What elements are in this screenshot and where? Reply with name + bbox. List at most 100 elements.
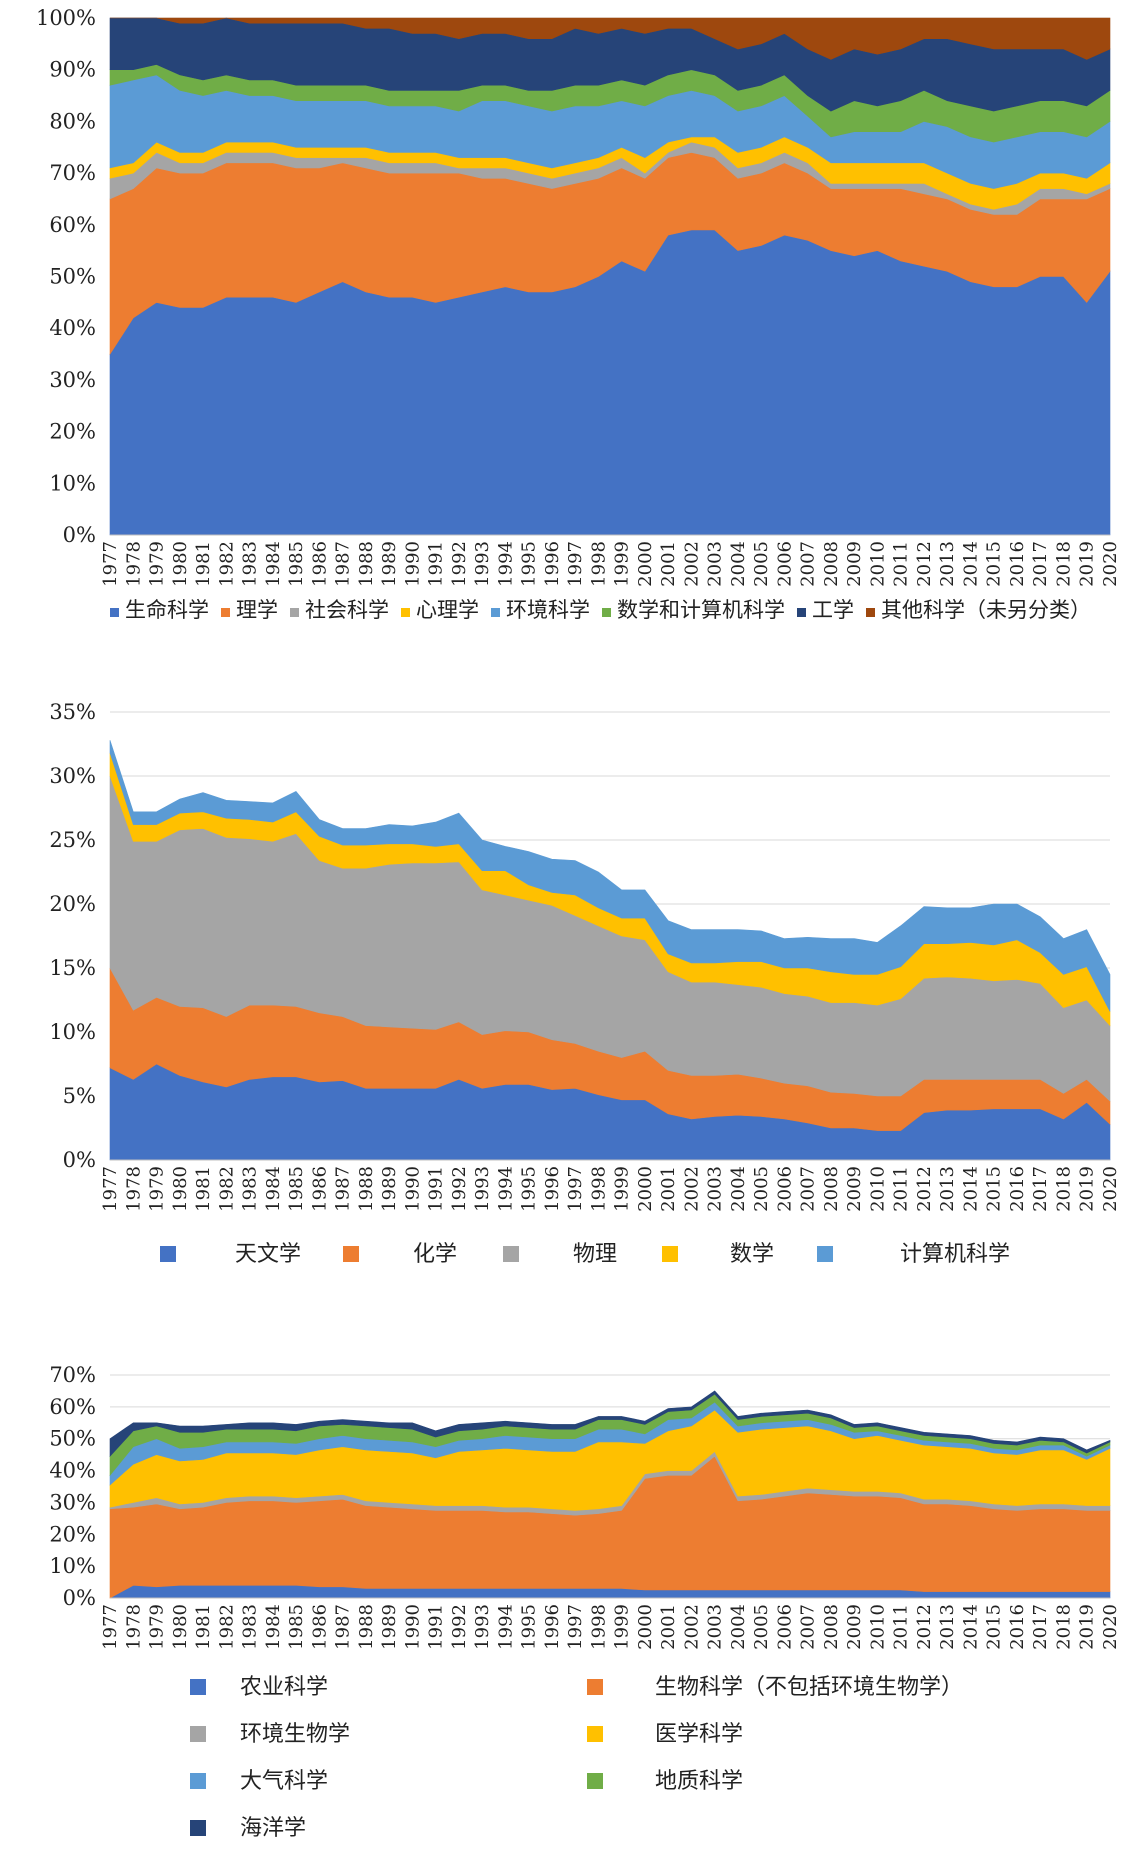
legend-swatch	[662, 1246, 678, 1262]
x-tick-label: 2008	[821, 1166, 842, 1212]
legend-label: 天文学	[235, 1242, 301, 1267]
x-tick-label: 1995	[519, 1604, 540, 1650]
x-tick-label: 2005	[751, 1166, 772, 1212]
legend-swatch	[866, 608, 875, 617]
x-tick-label: 2019	[1077, 541, 1098, 587]
x-tick-label: 1981	[193, 1166, 214, 1212]
y-tick-label: 0%	[63, 1148, 96, 1172]
y-tick-label: 10%	[49, 1554, 96, 1578]
x-tick-label: 1991	[426, 1166, 447, 1212]
x-tick-label: 1985	[286, 1166, 307, 1212]
x-tick-label: 1987	[333, 1604, 354, 1650]
legend-swatch	[290, 608, 299, 617]
x-tick-label: 2010	[867, 1166, 888, 1212]
x-tick-label: 2014	[960, 1604, 981, 1650]
x-tick-label: 2013	[937, 541, 958, 587]
x-tick-label: 2015	[984, 541, 1005, 587]
x-tick-label: 1980	[170, 1604, 191, 1650]
x-tick-label: 1978	[123, 1166, 144, 1212]
y-tick-label: 5%	[63, 1084, 96, 1108]
x-tick-label: 2004	[728, 1604, 749, 1650]
x-tick-label: 1992	[449, 541, 470, 587]
x-tick-label: 2016	[1007, 1604, 1028, 1650]
legend-label: 数学	[730, 1242, 774, 1267]
y-tick-label: 0%	[63, 523, 96, 547]
x-tick-label: 1981	[193, 1604, 214, 1650]
x-tick-label: 1983	[240, 1604, 261, 1650]
y-tick-label: 70%	[49, 1363, 96, 1387]
x-tick-label: 1977	[100, 1604, 121, 1650]
x-tick-label: 1982	[216, 1604, 237, 1650]
x-tick-label: 1998	[588, 1604, 609, 1650]
legend-label: 环境科学	[506, 598, 590, 622]
x-tick-label: 1994	[495, 541, 516, 587]
legend-label: 医学科学	[655, 1722, 743, 1747]
legend-swatch	[221, 608, 230, 617]
x-tick-label: 1999	[612, 541, 633, 587]
area-series	[109, 1390, 1111, 1457]
x-tick-label: 1988	[356, 1166, 377, 1212]
x-tick-label: 2018	[1053, 1604, 1074, 1650]
x-tick-label: 1987	[333, 541, 354, 587]
x-tick-label: 1986	[309, 541, 330, 587]
x-tick-label: 2014	[960, 1166, 981, 1212]
x-tick-label: 1991	[426, 1604, 447, 1650]
physical-sciences-chart: 0%5%10%15%20%25%30%35%1977 1978 1979 1980 19…	[49, 700, 1121, 1267]
share-by-field-chart: 0%10%20%30%40%50%60%70%80%90%100%1977 197…	[36, 6, 1121, 622]
legend-swatch	[190, 1773, 206, 1789]
x-tick-label: 1996	[542, 541, 563, 587]
y-tick-label: 20%	[49, 420, 96, 444]
legend-label: 海洋学	[240, 1816, 306, 1841]
x-tick-label: 1982	[216, 541, 237, 587]
y-tick-label: 35%	[49, 700, 96, 724]
x-tick-label: 2012	[914, 541, 935, 587]
x-tick-label: 1993	[472, 1166, 493, 1212]
x-tick-label: 2020	[1100, 541, 1121, 587]
x-tick-label: 1997	[565, 541, 586, 587]
y-tick-label: 40%	[49, 1459, 96, 1483]
area-series	[110, 17, 1111, 60]
y-tick-label: 20%	[49, 892, 96, 916]
x-tick-label: 2001	[658, 541, 679, 587]
legend-label: 生物科学（不包括环境生物学）	[655, 1675, 963, 1700]
x-tick-label: 1989	[379, 541, 400, 587]
x-tick-label: 1988	[356, 541, 377, 587]
x-tick-label: 1989	[379, 1166, 400, 1212]
legend-swatch	[401, 608, 410, 617]
y-tick-label: 25%	[49, 828, 96, 852]
x-tick-label: 1995	[519, 541, 540, 587]
y-tick-label: 15%	[49, 956, 96, 980]
y-tick-label: 60%	[49, 1395, 96, 1419]
x-tick-label: 1982	[216, 1166, 237, 1212]
x-tick-label: 1979	[147, 1166, 168, 1212]
x-tick-label: 2020	[1100, 1166, 1121, 1212]
y-tick-label: 80%	[49, 109, 96, 133]
x-tick-label: 1987	[333, 1166, 354, 1212]
legend-label: 地质科学	[655, 1769, 743, 1794]
x-tick-label: 2017	[1030, 541, 1051, 587]
x-tick-label: 2006	[774, 1166, 795, 1212]
x-tick-label: 1989	[379, 1604, 400, 1650]
x-tick-label: 2002	[681, 1604, 702, 1650]
x-tick-label: 2015	[984, 1166, 1005, 1212]
x-tick-label: 2019	[1077, 1604, 1098, 1650]
x-tick-label: 1980	[170, 1166, 191, 1212]
x-tick-label: 2017	[1030, 1166, 1051, 1212]
x-tick-label: 1986	[309, 1604, 330, 1650]
y-tick-label: 40%	[49, 316, 96, 340]
x-tick-label: 1984	[263, 1604, 284, 1650]
legend-swatch	[587, 1726, 603, 1742]
y-tick-label: 10%	[49, 1020, 96, 1044]
x-tick-label: 1979	[147, 1604, 168, 1650]
x-tick-label: 2012	[914, 1166, 935, 1212]
x-tick-label: 1977	[100, 1166, 121, 1212]
x-tick-label: 1994	[495, 1166, 516, 1212]
x-tick-label: 2001	[658, 1166, 679, 1212]
x-tick-label: 1993	[472, 1604, 493, 1650]
x-tick-label: 2003	[705, 1604, 726, 1650]
legend-swatch	[190, 1820, 206, 1836]
x-tick-label: 2012	[914, 1604, 935, 1650]
legend-label: 化学	[413, 1242, 457, 1267]
